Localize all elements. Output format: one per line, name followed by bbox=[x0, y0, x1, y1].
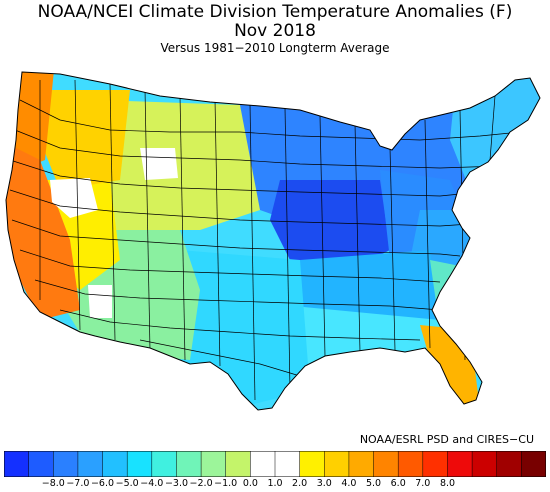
legend-tick-label: 0.0 bbox=[242, 478, 258, 489]
legend-swatch-8 bbox=[200, 451, 227, 477]
legend-swatch-6 bbox=[151, 451, 178, 477]
legend-swatch-18 bbox=[447, 451, 473, 477]
legend-tick-label: 4.0 bbox=[341, 478, 357, 489]
legend-swatch-20 bbox=[496, 451, 523, 477]
legend-swatch-12 bbox=[299, 451, 326, 477]
legend-swatch-4 bbox=[102, 451, 128, 477]
legend-tick-label: 8.0 bbox=[439, 478, 456, 489]
legend-tick-label: 2.0 bbox=[292, 478, 308, 489]
region-central-midwest bbox=[270, 180, 390, 275]
division-boundaries bbox=[9, 79, 540, 401]
legend-swatch-7 bbox=[176, 451, 202, 477]
legend-swatch-11 bbox=[274, 451, 301, 477]
legend-tick-label: 6.0 bbox=[390, 478, 406, 489]
legend-swatch-15 bbox=[373, 451, 399, 477]
legend-tick-labels: −8.0 −7.0 −6.0 −5.0 −4.0 −3.0 −2.0 −1.0 0.0 1.0 2.… bbox=[0, 478, 550, 492]
region-white-idaho bbox=[140, 148, 178, 180]
legend-tick-label: −6.0 bbox=[90, 478, 115, 489]
region-southeast-coast bbox=[430, 260, 480, 330]
legend-swatch-2 bbox=[53, 451, 79, 477]
legend-tick-label: 1.0 bbox=[267, 478, 283, 489]
legend-tick-label: 3.0 bbox=[316, 478, 332, 489]
legend-tick-label: −5.0 bbox=[115, 478, 139, 489]
legend-swatch-1 bbox=[28, 451, 55, 477]
region-white-nevada bbox=[50, 178, 98, 218]
legend-tick-label: −8.0 bbox=[41, 478, 65, 489]
map-subtitle-date: Nov 2018 bbox=[234, 21, 316, 41]
legend-tick-label: 5.0 bbox=[365, 478, 382, 489]
legend-swatch-0 bbox=[4, 451, 30, 477]
legend-tick-label: −4.0 bbox=[140, 478, 164, 489]
legend-swatch-9 bbox=[225, 451, 252, 477]
legend-tick-label: −1.0 bbox=[214, 478, 238, 489]
region-white-arizona bbox=[88, 285, 112, 318]
legend-swatch-5 bbox=[126, 451, 153, 477]
legend-tick-label: −2.0 bbox=[189, 478, 213, 489]
map-title: NOAA/NCEI Climate Division Temperature A… bbox=[37, 2, 513, 22]
region-new-england bbox=[450, 72, 540, 190]
legend-swatch-19 bbox=[471, 451, 498, 477]
legend-tick-label: −3.0 bbox=[164, 478, 189, 489]
legend-swatch-3 bbox=[77, 451, 104, 477]
legend-tick-label: −7.0 bbox=[66, 478, 90, 489]
legend-swatch-21 bbox=[521, 451, 546, 477]
map-subtitle-baseline: Versus 1981−2010 Longterm Average bbox=[160, 41, 390, 55]
legend-swatch-16 bbox=[397, 451, 424, 477]
legend-swatch-13 bbox=[324, 451, 350, 477]
us-climate-division-map bbox=[5, 71, 541, 411]
legend-tick-label: 7.0 bbox=[415, 478, 431, 489]
legend-swatch-17 bbox=[422, 451, 449, 477]
legend-swatch-14 bbox=[348, 451, 375, 477]
color-scale-legend bbox=[4, 451, 546, 477]
legend-swatch-10 bbox=[250, 451, 276, 477]
region-interior-northwest bbox=[40, 90, 130, 190]
data-credit: NOAA/ESRL PSD and CIRES−CU bbox=[359, 433, 534, 446]
